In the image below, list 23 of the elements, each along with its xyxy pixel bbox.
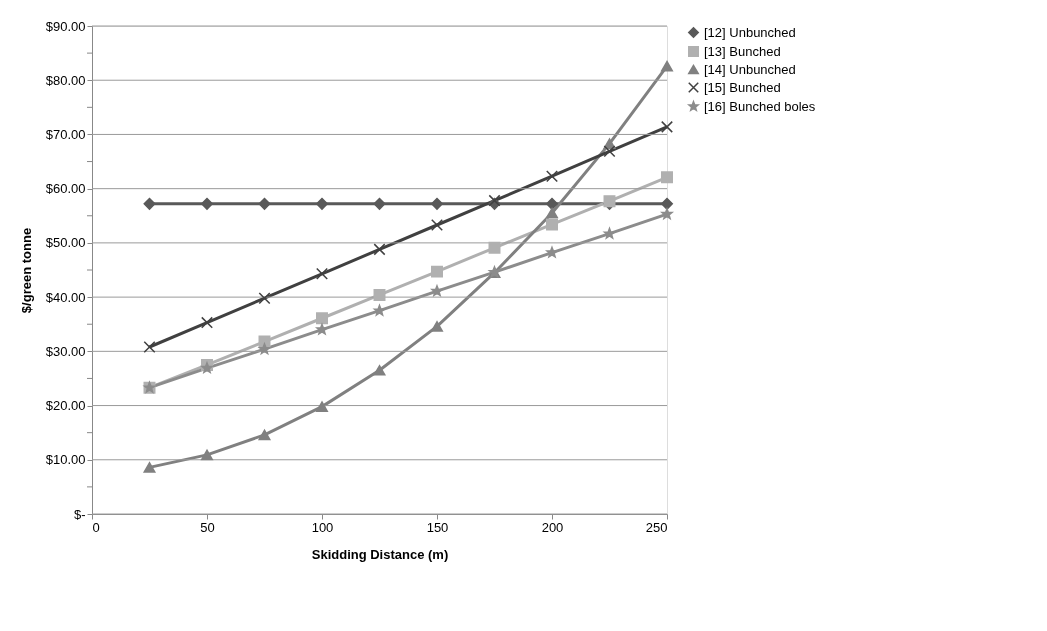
- legend-label: [13] Bunched: [704, 43, 781, 59]
- legend-label: [15] Bunched: [704, 79, 781, 95]
- y-tick-label: $70.00: [45, 126, 86, 142]
- y-tick-label: $60.00: [45, 181, 86, 197]
- x-tick-label: 200: [541, 519, 564, 535]
- y-tick-label: $-: [73, 506, 86, 522]
- x-tick-label: 50: [200, 519, 215, 535]
- y-tick-label: $90.00: [45, 18, 86, 34]
- y-tick-label: $80.00: [45, 72, 86, 88]
- y-tick-label: $50.00: [45, 235, 86, 251]
- x-tick-label: 100: [311, 519, 334, 535]
- x-axis-title: Skidding Distance (m): [311, 546, 449, 562]
- y-axis-title: $/green tonne: [18, 227, 34, 314]
- y-tick-label: $40.00: [45, 289, 86, 305]
- x-tick-label: 0: [92, 519, 100, 535]
- y-tick-label: $20.00: [45, 398, 86, 414]
- y-tick-label: $30.00: [45, 343, 86, 359]
- legend-label: [14] Unbunched: [704, 61, 796, 77]
- x-tick-label: 150: [426, 519, 449, 535]
- legend-label: [12] Unbunched: [704, 24, 796, 40]
- legend-label: [16] Bunched boles: [704, 98, 816, 114]
- y-tick-label: $10.00: [45, 452, 86, 468]
- x-tick-label: 250: [645, 519, 668, 535]
